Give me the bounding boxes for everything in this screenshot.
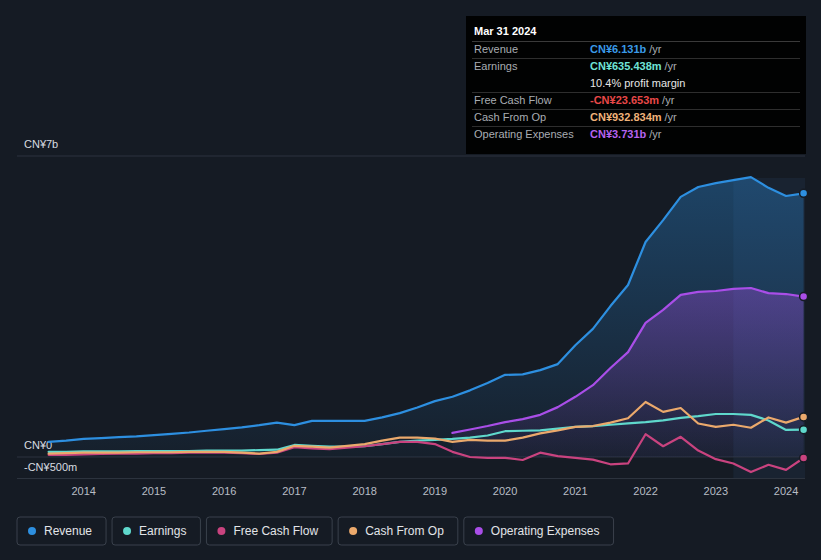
- legend-swatch: [28, 527, 36, 535]
- y-tick-label: CN¥0: [24, 439, 52, 451]
- x-tick-label: 2017: [282, 485, 306, 497]
- x-tick-label: 2022: [633, 485, 657, 497]
- legend-label: Free Cash Flow: [233, 524, 318, 538]
- tooltip: Mar 31 2024 Revenue CN¥6.131b/yr Earnings CN…: [466, 16, 806, 154]
- tooltip-unit: /yr: [665, 111, 678, 123]
- legend-item[interactable]: Earnings: [112, 517, 200, 545]
- series-area: [49, 177, 804, 457]
- legend-label: Earnings: [139, 524, 186, 538]
- x-tick-label: 2014: [71, 485, 95, 497]
- plot-area: [49, 177, 804, 472]
- chart: -CN¥500m CN¥0 CN¥7b 2014 2015 2016 2017 2018 201…: [0, 0, 821, 560]
- tooltip-date: Mar 31 2024: [474, 25, 537, 37]
- end-point: [800, 426, 808, 434]
- series-line: [49, 402, 804, 454]
- tooltip-value: CN¥635.438m: [590, 60, 662, 72]
- x-tick-label: 2018: [352, 485, 376, 497]
- background: [0, 0, 821, 560]
- tooltip-separator: [472, 41, 800, 42]
- legend-swatch: [123, 527, 131, 535]
- legend-item[interactable]: Free Cash Flow: [206, 517, 332, 545]
- x-tick-label: 2016: [212, 485, 236, 497]
- tooltip-box: [466, 16, 806, 154]
- y-tick-label: -CN¥500m: [24, 461, 77, 473]
- legend-label: Revenue: [44, 524, 92, 538]
- end-point: [800, 293, 808, 301]
- series-line: [452, 288, 803, 433]
- tooltip-value: CN¥3.731b: [590, 128, 647, 140]
- x-tick-label: 2020: [493, 485, 517, 497]
- legend-box: [464, 517, 614, 545]
- legend-item[interactable]: Operating Expenses: [464, 517, 614, 545]
- x-tick-label: 2021: [563, 485, 587, 497]
- legend-label: Cash From Op: [365, 524, 444, 538]
- legend-label: Operating Expenses: [491, 524, 600, 538]
- tooltip-value: -CN¥23.653m: [590, 94, 659, 106]
- tooltip-unit: /yr: [649, 128, 662, 140]
- tooltip-value: 10.4% profit margin: [590, 77, 685, 89]
- series-line: [49, 414, 804, 452]
- legend-box: [112, 517, 200, 545]
- grid-line: [17, 156, 805, 157]
- legend-swatch: [217, 527, 225, 535]
- tooltip-label: Cash From Op: [474, 111, 546, 123]
- x-tick-label: 2023: [704, 485, 728, 497]
- end-point: [800, 189, 808, 197]
- tooltip-separator: [472, 92, 800, 93]
- end-point: [800, 413, 808, 421]
- x-tick-label: 2015: [142, 485, 166, 497]
- tooltip-unit: /yr: [665, 60, 678, 72]
- tooltip-value: CN¥6.131b: [590, 43, 647, 55]
- legend-box: [338, 517, 458, 545]
- tooltip-label: Revenue: [474, 43, 518, 55]
- grid-line: [17, 478, 805, 479]
- series-line: [49, 177, 804, 442]
- legend-box: [17, 517, 106, 545]
- tooltip-value: CN¥932.834m: [590, 111, 662, 123]
- tooltip-separator: [472, 58, 800, 59]
- legend: Revenue Earnings Free Cash Flow Cash From O…: [17, 517, 614, 545]
- legend-swatch: [349, 527, 357, 535]
- legend-box: [206, 517, 332, 545]
- tooltip-unit: /yr: [649, 43, 662, 55]
- tooltip-separator: [472, 109, 800, 110]
- x-tick-label: 2024: [774, 485, 798, 497]
- x-tick-label: 2019: [423, 485, 447, 497]
- end-point: [800, 454, 808, 462]
- tooltip-label: Operating Expenses: [474, 128, 574, 140]
- legend-item[interactable]: Revenue: [17, 517, 106, 545]
- legend-swatch: [475, 527, 483, 535]
- tooltip-label: Free Cash Flow: [474, 94, 552, 106]
- legend-item[interactable]: Cash From Op: [338, 517, 458, 545]
- tooltip-label: Earnings: [474, 60, 518, 72]
- tooltip-separator: [472, 126, 800, 127]
- tooltip-unit: /yr: [662, 94, 675, 106]
- y-tick-label: CN¥7b: [24, 138, 58, 150]
